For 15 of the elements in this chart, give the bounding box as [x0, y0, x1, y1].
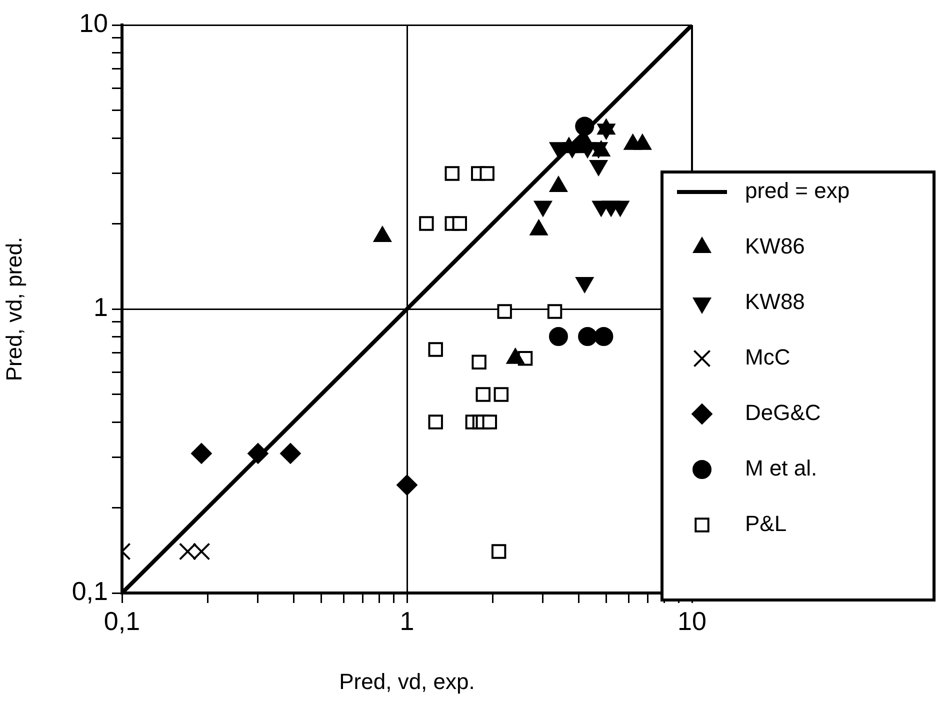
x-tick-label: 10: [678, 606, 706, 636]
legend-label: pred = exp: [745, 178, 850, 204]
y-tick-label: 0,1: [72, 576, 108, 606]
legend-label: P&L: [745, 511, 787, 536]
x-tick-label: 0,1: [104, 606, 140, 636]
y-tick-label: 1: [94, 292, 108, 322]
legend-label: M et al.: [745, 456, 818, 481]
legend-label: McC: [745, 344, 790, 370]
y-tick-label: 10: [79, 8, 108, 38]
legend-label: KW88: [745, 289, 805, 314]
legend-label: KW86: [745, 234, 805, 259]
legend-label: DeG&C: [745, 400, 821, 426]
x-tick-label: 1: [400, 606, 414, 636]
y-axis-title: Pred, vd, pred.: [1, 236, 26, 382]
x-axis-title: Pred, vd, exp.: [339, 668, 475, 694]
